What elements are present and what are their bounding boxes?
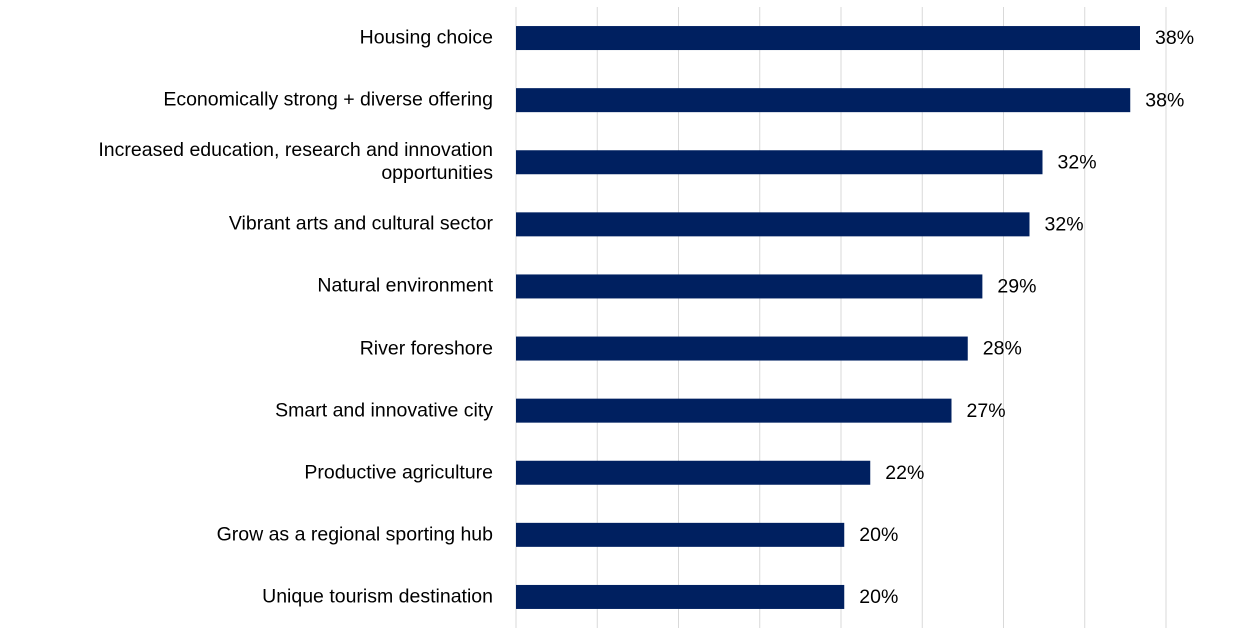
category-label: Productive agriculture <box>304 461 493 484</box>
value-label: 38% <box>1155 27 1194 49</box>
bar <box>516 584 845 609</box>
value-label: 32% <box>1058 151 1097 173</box>
bar <box>516 26 1140 51</box>
value-label: 38% <box>1145 89 1184 111</box>
value-label: 20% <box>859 524 898 546</box>
category-label: Unique tourism destination <box>262 585 493 608</box>
bar <box>516 274 983 299</box>
bar <box>516 88 1131 113</box>
category-label: Economically strong + diverse offering <box>163 88 493 111</box>
bar <box>516 398 952 423</box>
value-label: 27% <box>967 400 1006 422</box>
value-label: 20% <box>859 586 898 608</box>
bar <box>516 460 871 485</box>
category-label: Natural environment <box>317 274 493 297</box>
bar <box>516 522 845 547</box>
category-label: Smart and innovative city <box>275 399 493 422</box>
bar <box>516 150 1043 175</box>
value-label: 29% <box>997 276 1036 298</box>
category-label: River foreshore <box>359 337 493 360</box>
value-label: 28% <box>983 338 1022 360</box>
value-label: 22% <box>885 462 924 484</box>
category-label: Vibrant arts and cultural sector <box>228 212 493 235</box>
value-label: 32% <box>1045 214 1084 236</box>
bar <box>516 336 968 361</box>
bar <box>516 212 1030 237</box>
category-label: Increased education, research and innova… <box>98 139 493 185</box>
category-label: Grow as a regional sporting hub <box>216 523 493 546</box>
category-label: Housing choice <box>359 26 493 49</box>
